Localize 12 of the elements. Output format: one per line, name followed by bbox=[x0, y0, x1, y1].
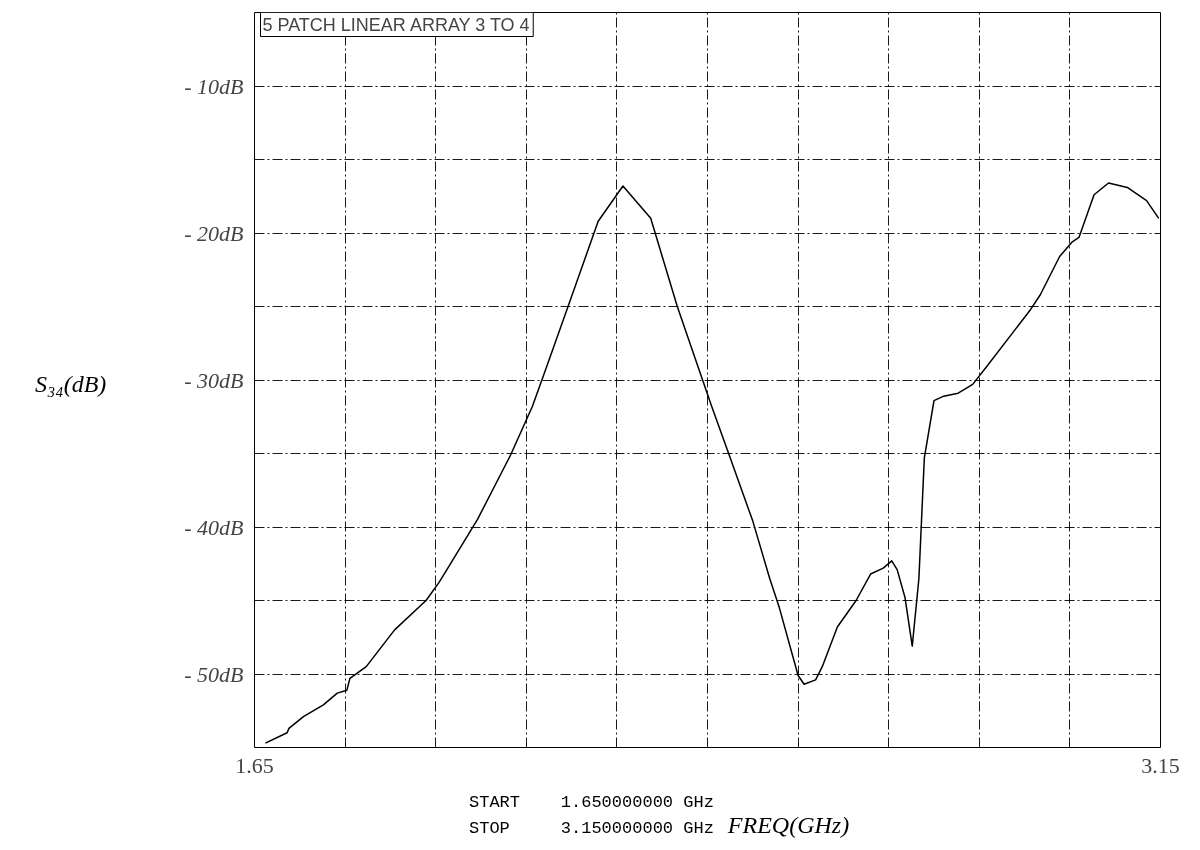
y-tick-label: - 20dB bbox=[184, 220, 244, 246]
chart-title: 5 PATCH LINEAR ARRAY 3 TO 4 bbox=[262, 14, 530, 35]
text: STOP 3.150000000 GHz bbox=[469, 818, 714, 840]
x-axis-title: FREQ(GHz) bbox=[727, 810, 850, 840]
y-tick-label: - 40dB bbox=[184, 514, 244, 540]
x-tick-label: 3.15 bbox=[1141, 752, 1180, 778]
x-tick-label: 1.65 bbox=[235, 752, 274, 778]
text: START 1.650000000 GHz bbox=[469, 792, 714, 814]
y-tick-label: - 50dB bbox=[184, 661, 244, 687]
y-tick-label: - 10dB bbox=[184, 73, 244, 99]
y-axis-title: S₃₄(dB) bbox=[35, 370, 107, 399]
y-tick-label: - 30dB bbox=[184, 367, 244, 393]
